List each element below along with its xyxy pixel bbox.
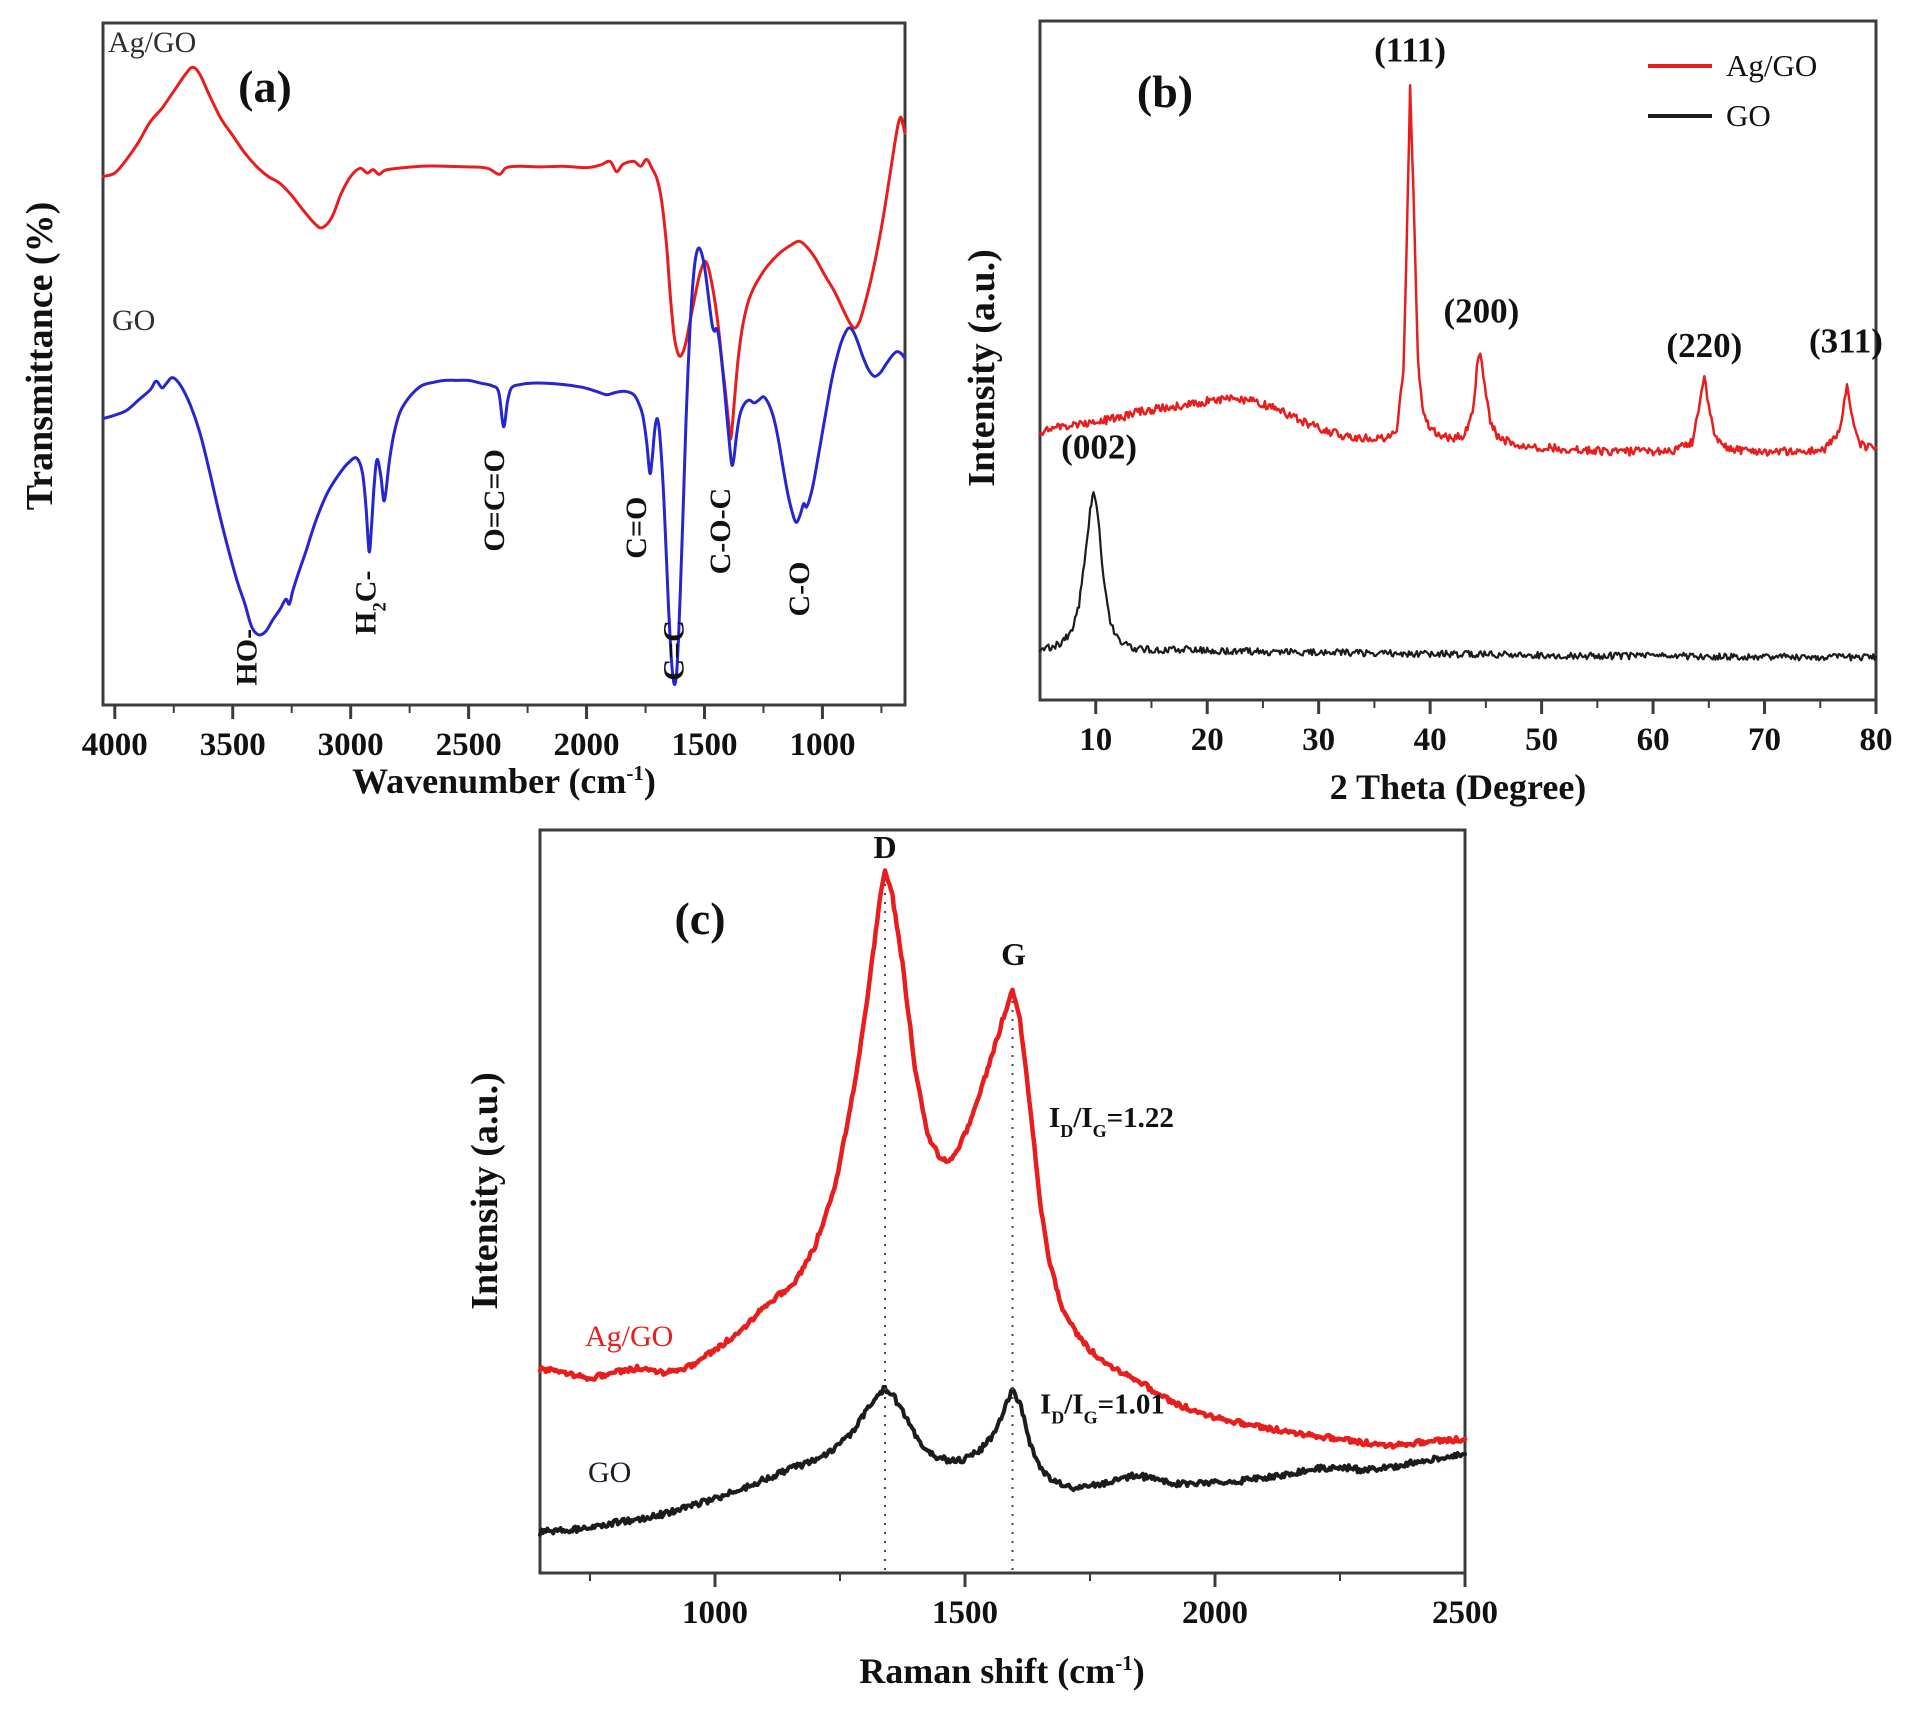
annotation-a-4: C=C — [658, 620, 691, 680]
panel-a-curve-label-go: GO — [112, 304, 156, 337]
legend: Ag/GO GO — [1648, 48, 1817, 148]
panel-a-x-title-sup: -1 — [626, 761, 644, 785]
panel-a-letter: (a) — [238, 61, 292, 112]
panel-b-letter: (b) — [1136, 66, 1194, 117]
legend-swatch-go — [1648, 114, 1712, 118]
panel-a-curve-label-ag-go: Ag/GO — [108, 26, 197, 59]
tick-label-b-80: 80 — [1860, 722, 1893, 758]
panel-c-x-title-sup: -1 — [1115, 1651, 1133, 1675]
tick-label-b-70: 70 — [1748, 722, 1781, 758]
panel-c-x-axis-title: Raman shift (cm-1) — [702, 1650, 1302, 1692]
panel-c-curve-label-ag-go: Ag/GO — [585, 1320, 674, 1353]
curve-c-ag-go — [537, 868, 1468, 1450]
annotation-a-0: HO- — [230, 629, 263, 686]
tick-label-b-20: 20 — [1191, 722, 1224, 758]
tick-label-a-1000: 1000 — [789, 727, 855, 763]
panel-c-curve-label-go: GO — [588, 1456, 632, 1489]
tick-label-a-2000: 2000 — [554, 727, 620, 763]
annotation-b-4: (002) — [1061, 427, 1137, 466]
tick-label-b-60: 60 — [1637, 722, 1670, 758]
tick-label-c-1000: 1000 — [682, 1595, 748, 1631]
annotation-a-2: O=C=O — [478, 449, 511, 552]
annotation-a-6: C-O — [783, 562, 816, 617]
legend-label-go: GO — [1726, 98, 1771, 133]
tick-label-b-50: 50 — [1525, 722, 1558, 758]
tick-label-a-3000: 3000 — [318, 727, 384, 763]
panel-b-y-axis-title: Intensity (a.u.) — [961, 249, 1003, 487]
tick-label-b-10: 10 — [1079, 722, 1112, 758]
annotation-b-1: (200) — [1444, 291, 1520, 330]
panel-c-y-axis-title: Intensity (a.u.) — [464, 1072, 506, 1310]
panel-a-frame — [101, 21, 907, 707]
annotation-c-1: G — [1001, 936, 1026, 972]
annotation-b-0: (111) — [1374, 31, 1446, 70]
tick-label-c-2000: 2000 — [1182, 1595, 1248, 1631]
curve-b-ag-go — [1038, 83, 1878, 457]
annotation-c-3: ID/IG=1.01 — [1040, 1388, 1165, 1427]
curve-a-go — [101, 246, 907, 687]
annotation-a-5: C-O-C — [704, 488, 737, 575]
legend-swatch-ag-go — [1648, 64, 1712, 68]
panel-b-x-axis-title: 2 Theta (Degree) — [1329, 767, 1587, 807]
tick-label-a-3500: 3500 — [200, 727, 266, 763]
panel-a-y-axis-title: Transmittance (%) — [19, 201, 61, 511]
curve-b-go — [1038, 491, 1878, 662]
tick-label-b-40: 40 — [1414, 722, 1447, 758]
annotation-a-1: H2C- — [349, 571, 390, 635]
panel-b-frame — [1038, 19, 1878, 702]
tick-label-c-2500: 2500 — [1432, 1595, 1498, 1631]
annotation-c-0: D — [873, 829, 896, 865]
panel-a-x-title-text: Wavenumber (cm — [352, 761, 627, 801]
curve-a-ag-go — [101, 65, 907, 441]
annotation-b-3: (311) — [1809, 321, 1883, 360]
curve-c-go — [538, 1384, 1467, 1537]
legend-item-go: GO — [1648, 98, 1817, 134]
annotation-b-2: (220) — [1666, 326, 1742, 365]
panel-c-letter: (c) — [674, 893, 726, 944]
tick-label-c-1500: 1500 — [932, 1595, 998, 1631]
annotation-c-2: ID/IG=1.22 — [1049, 1102, 1174, 1141]
legend-item-ag-go: Ag/GO — [1648, 48, 1817, 84]
tick-label-a-4000: 4000 — [82, 727, 148, 763]
tick-label-a-2500: 2500 — [436, 727, 502, 763]
panel-c-frame — [538, 828, 1467, 1575]
panel-a-x-title-close: ) — [643, 761, 656, 801]
tick-label-b-30: 30 — [1302, 722, 1335, 758]
legend-label-ag-go: Ag/GO — [1726, 48, 1818, 83]
annotation-a-3: C=O — [620, 497, 653, 559]
panel-c-x-title-close: ) — [1132, 1651, 1145, 1691]
tick-label-a-1500: 1500 — [672, 727, 738, 763]
panel-c-x-title-text: Raman shift (cm — [859, 1651, 1116, 1691]
panel-a-x-axis-title: Wavenumber (cm-1) — [204, 760, 804, 802]
